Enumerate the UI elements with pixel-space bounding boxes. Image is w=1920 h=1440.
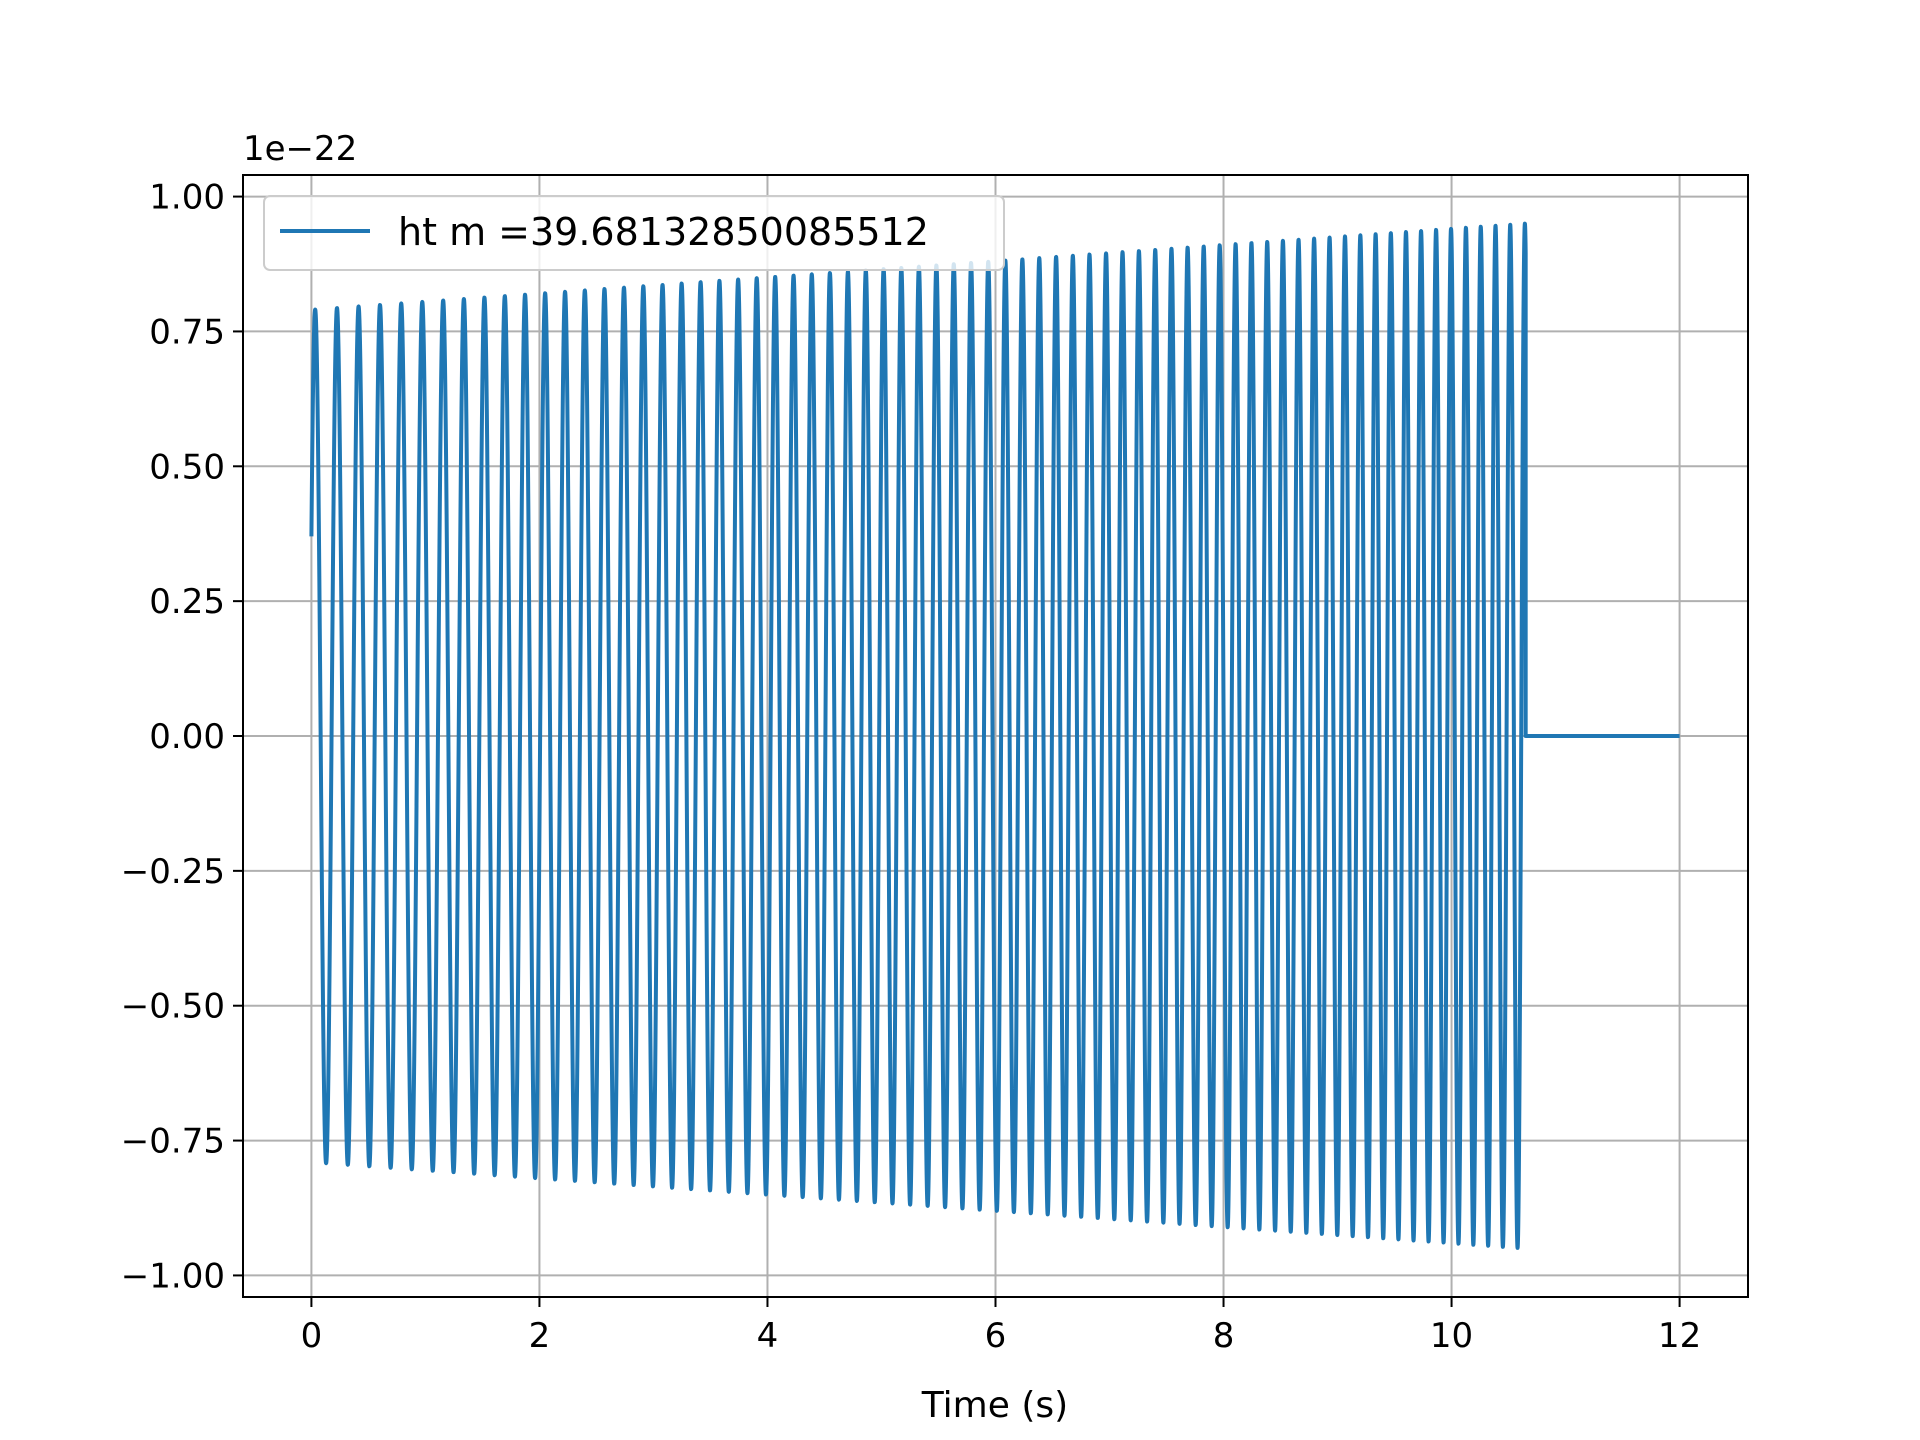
ticks-layer: 0 2 4 6 8 10 12 −1.00 −0.75 −0.50 −0.25 0.00 0.25 0.5… [121,178,1701,1356]
x-tick-label: 4 [757,1316,779,1356]
y-tick-label: 0.50 [149,447,225,487]
legend-entry-label: ht m =39.68132850085512 [398,210,929,254]
y-tick-label: 1.00 [149,178,225,218]
x-tick-label: 6 [985,1316,1007,1356]
x-tick-label: 10 [1430,1316,1473,1356]
y-tick-label: −1.00 [121,1256,225,1296]
y-offset-label: 1e−22 [243,129,357,169]
y-tick-label: 0.25 [149,582,225,622]
x-tick-label: 8 [1213,1316,1235,1356]
y-tick-label: 0.75 [149,312,225,352]
legend-box [263,195,1005,271]
x-tick-label: 12 [1658,1316,1701,1356]
y-tick-label: −0.50 [121,987,225,1027]
legend: ht m =39.68132850085512 [263,195,1005,271]
y-tick-label: −0.75 [121,1122,225,1162]
y-tick-label: −0.25 [121,852,225,892]
x-axis-label: Time (s) [921,1385,1068,1426]
x-tick-label: 2 [529,1316,551,1356]
x-tick-label: 0 [301,1316,323,1356]
y-tick-label: 0.00 [149,717,225,757]
